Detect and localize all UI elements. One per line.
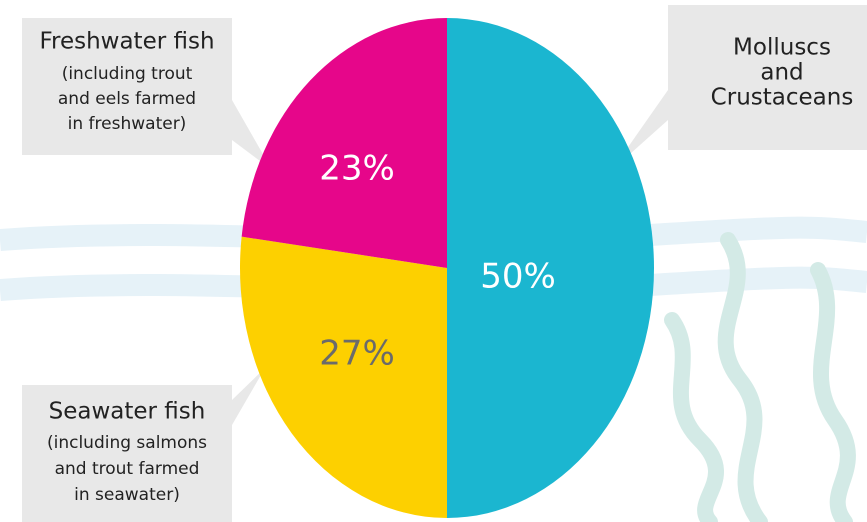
pie-slice: [239, 236, 447, 518]
callout-box: [612, 5, 867, 170]
category-note: in freshwater): [68, 114, 187, 134]
value-label: 27%: [319, 334, 395, 374]
pie-slice: [447, 18, 654, 518]
pie-slice: [241, 18, 447, 268]
category-label: Crustaceans: [711, 85, 854, 111]
category-note: in seawater): [74, 485, 180, 505]
category-label: Freshwater fish: [39, 29, 214, 55]
category-note: and trout farmed: [55, 459, 200, 479]
callouts: [22, 5, 867, 522]
callout-box: [22, 18, 272, 170]
category-label: Molluscs: [733, 35, 831, 61]
category-label: and: [760, 60, 803, 86]
seaweed-strand: [810, 262, 856, 522]
category-note: (including salmons: [47, 433, 207, 453]
value-label: 23%: [319, 149, 395, 189]
seaweed: [664, 232, 856, 522]
category-label: Seawater fish: [49, 399, 206, 425]
seaweed-strand: [717, 232, 768, 522]
seaweed-strand: [664, 312, 724, 522]
pie: [239, 18, 654, 518]
category-note: (including trout: [62, 64, 193, 84]
value-label: 50%: [480, 257, 556, 297]
callout-box: [22, 368, 265, 522]
category-note: and eels farmed: [58, 89, 196, 109]
